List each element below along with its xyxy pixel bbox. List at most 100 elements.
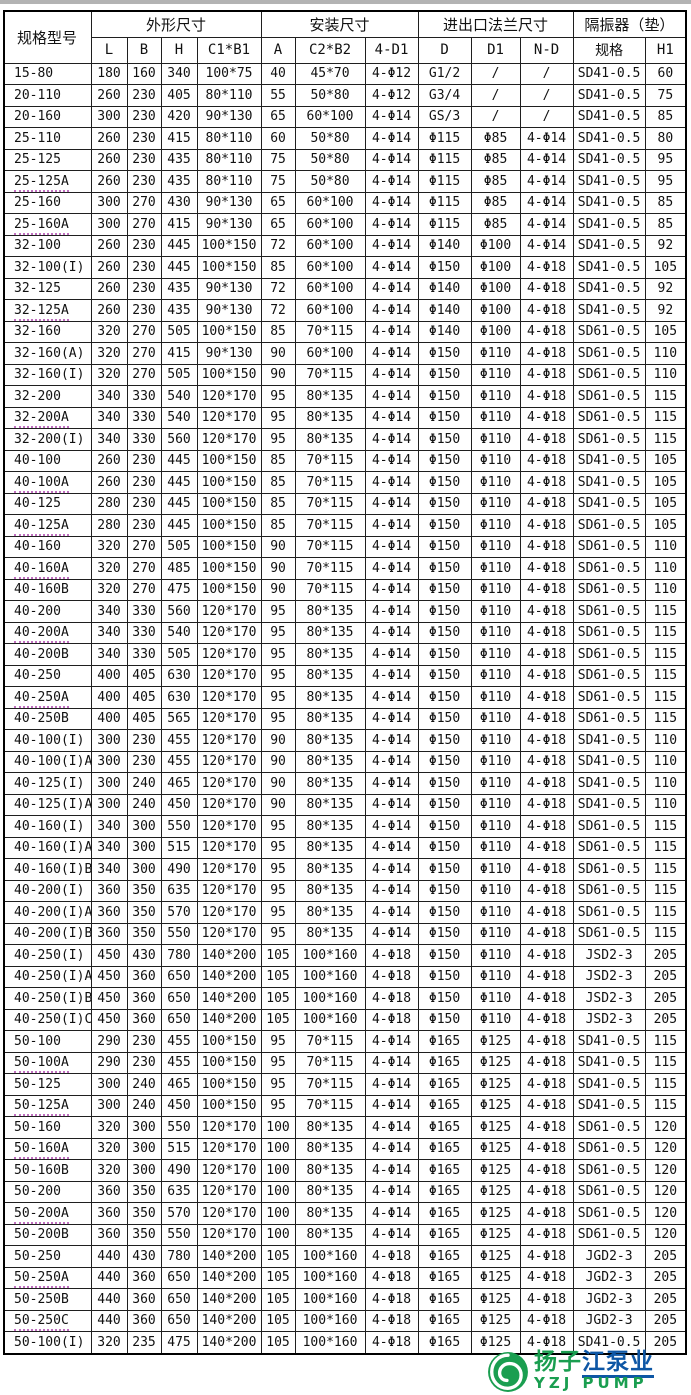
cell-B: 230 bbox=[126, 84, 162, 107]
cell-C1B1: 100*75 bbox=[196, 62, 262, 85]
cell-H: 560 bbox=[160, 600, 198, 623]
cell-4D1: 4-Φ18 bbox=[364, 1008, 419, 1031]
cell-D1: Φ110 bbox=[470, 772, 521, 795]
cell-H1: 205 bbox=[644, 965, 687, 988]
cell-4D1: 4-Φ14 bbox=[364, 901, 419, 924]
cell-L: 340 bbox=[90, 621, 128, 644]
cell-ND: 4-Φ18 bbox=[519, 299, 574, 322]
cell-C2B2: 80*135 bbox=[294, 1223, 366, 1246]
cell-C1B1: 140*200 bbox=[196, 1266, 262, 1289]
cell-C1B1: 120*170 bbox=[196, 815, 262, 838]
cell-spec: SD61-0.5 bbox=[572, 836, 646, 859]
cell-H: 650 bbox=[160, 1266, 198, 1289]
cell-ND: 4-Φ18 bbox=[519, 277, 574, 300]
cell-H1: 205 bbox=[644, 1288, 687, 1311]
cell-D: Φ150 bbox=[417, 858, 472, 881]
cell-H1: 115 bbox=[644, 643, 687, 666]
cell-ND: 4-Φ18 bbox=[519, 858, 574, 881]
model-label: 40-200(I)A bbox=[14, 904, 91, 920]
cell-ND: 4-Φ18 bbox=[519, 1331, 574, 1355]
cell-A: 90 bbox=[260, 557, 296, 580]
cell-D: Φ115 bbox=[417, 191, 472, 214]
table-row: 40-250(I)C 450 360 650 140*200 105 100*160 4-Φ1… bbox=[3, 1008, 687, 1031]
cell-spec: SD61-0.5 bbox=[572, 621, 646, 644]
cell-C2B2: 80*135 bbox=[294, 600, 366, 623]
cell-4D1: 4-Φ14 bbox=[364, 643, 419, 666]
cell-D: Φ115 bbox=[417, 213, 472, 236]
cell-B: 270 bbox=[126, 191, 162, 214]
header-col-C2B2: C2*B2 bbox=[294, 36, 366, 64]
cell-B: 270 bbox=[126, 363, 162, 386]
cell-D: Φ150 bbox=[417, 428, 472, 451]
cell-B: 230 bbox=[126, 514, 162, 537]
cell-B: 230 bbox=[126, 471, 162, 494]
cell-L: 320 bbox=[90, 1331, 128, 1355]
cell-D: Φ150 bbox=[417, 836, 472, 859]
header-group-install: 安装尺寸 bbox=[260, 10, 419, 38]
cell-D1: Φ110 bbox=[470, 729, 521, 752]
cell-L: 360 bbox=[90, 1223, 128, 1246]
cell-4D1: 4-Φ14 bbox=[364, 428, 419, 451]
table-row: 50-200B 360 350 550 120*170 100 80*135 4-Φ14 Φ16… bbox=[3, 1223, 687, 1246]
cell-D1: Φ125 bbox=[470, 1051, 521, 1074]
cell-spec: SD41-0.5 bbox=[572, 1030, 646, 1053]
cell-D: Φ165 bbox=[417, 1030, 472, 1053]
cell-D: Φ150 bbox=[417, 944, 472, 967]
cell-B: 430 bbox=[126, 1245, 162, 1268]
cell-D1: Φ110 bbox=[470, 793, 521, 816]
cell-C1B1: 100*150 bbox=[196, 1073, 262, 1096]
cell-D1: Φ110 bbox=[470, 406, 521, 429]
cell-L: 440 bbox=[90, 1266, 128, 1289]
cell-spec: JGD2-3 bbox=[572, 1309, 646, 1332]
cell-4D1: 4-Φ14 bbox=[364, 385, 419, 408]
cell-L: 260 bbox=[90, 234, 128, 257]
cell-H1: 105 bbox=[644, 471, 687, 494]
cell-model: 40-250B bbox=[3, 707, 92, 730]
cell-ND: 4-Φ18 bbox=[519, 793, 574, 816]
cell-model: 40-125 bbox=[3, 492, 92, 515]
cell-C1B1: 140*200 bbox=[196, 944, 262, 967]
cell-D1: Φ110 bbox=[470, 965, 521, 988]
header-col-C1B1: C1*B1 bbox=[196, 36, 262, 64]
cell-H: 650 bbox=[160, 1008, 198, 1031]
cell-B: 350 bbox=[126, 879, 162, 902]
model-label: 40-160A bbox=[14, 560, 69, 579]
table-row: 40-100 260 230 445 100*150 85 70*115 4-Φ14 Φ150 Φ… bbox=[3, 449, 687, 472]
table-row: 40-160(I) 340 300 550 120*170 95 80*135 4-Φ14 Φ1… bbox=[3, 815, 687, 838]
cell-A: 95 bbox=[260, 1094, 296, 1117]
cell-spec: SD61-0.5 bbox=[572, 428, 646, 451]
cell-model: 50-250B bbox=[3, 1288, 92, 1311]
cell-4D1: 4-Φ14 bbox=[364, 277, 419, 300]
cell-D: Φ140 bbox=[417, 234, 472, 257]
cell-D1: Φ125 bbox=[470, 1116, 521, 1139]
cell-spec: SD61-0.5 bbox=[572, 707, 646, 730]
header-col-D: D bbox=[417, 36, 472, 64]
cell-C1B1: 80*110 bbox=[196, 127, 262, 150]
cell-B: 270 bbox=[126, 213, 162, 236]
cell-H: 550 bbox=[160, 815, 198, 838]
table-row: 32-200(I) 340 330 560 120*170 95 80*135 4-Φ14 Φ1… bbox=[3, 428, 687, 451]
table-row: 40-200 340 330 560 120*170 95 80*135 4-Φ14 Φ150 Φ… bbox=[3, 600, 687, 623]
cell-A: 95 bbox=[260, 879, 296, 902]
cell-spec: SD41-0.5 bbox=[572, 449, 646, 472]
cell-model: 32-160(I) bbox=[3, 363, 92, 386]
cell-spec: SD41-0.5 bbox=[572, 62, 646, 85]
cell-A: 105 bbox=[260, 987, 296, 1010]
logo-chinese-name: 扬子江泵业 bbox=[534, 1349, 654, 1378]
cell-spec: SD61-0.5 bbox=[572, 385, 646, 408]
cell-C2B2: 80*135 bbox=[294, 1202, 366, 1225]
cell-C1B1: 100*150 bbox=[196, 535, 262, 558]
cell-B: 360 bbox=[126, 1309, 162, 1332]
cell-H1: 110 bbox=[644, 793, 687, 816]
cell-C1B1: 140*200 bbox=[196, 965, 262, 988]
cell-spec: SD61-0.5 bbox=[572, 1116, 646, 1139]
cell-model: 40-160(I)A bbox=[3, 836, 92, 859]
cell-spec: SD61-0.5 bbox=[572, 1159, 646, 1182]
cell-C2B2: 100*160 bbox=[294, 1245, 366, 1268]
cell-H: 635 bbox=[160, 879, 198, 902]
cell-model: 40-200(I)B bbox=[3, 922, 92, 945]
cell-ND: 4-Φ18 bbox=[519, 664, 574, 687]
cell-model: 40-250 bbox=[3, 664, 92, 687]
cell-C1B1: 120*170 bbox=[196, 729, 262, 752]
model-label: 50-250 bbox=[14, 1248, 61, 1264]
